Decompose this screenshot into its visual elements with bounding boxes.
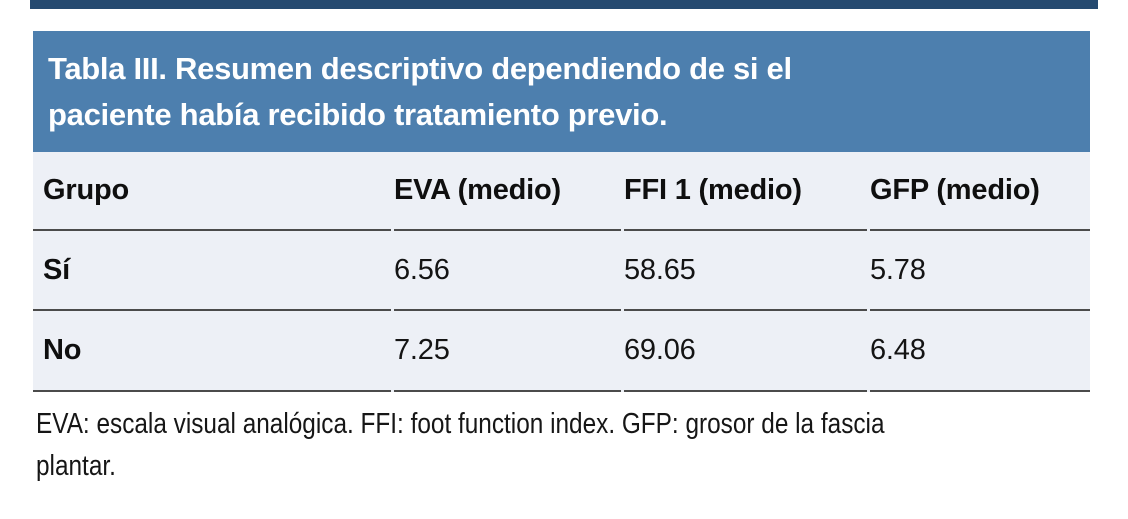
row-si-gfp-value: 5.78 [870, 231, 1090, 311]
table-title-line-1: Tabla III. Resumen descriptivo dependien… [48, 51, 792, 86]
column-header-eva: EVA (medio) [394, 152, 621, 231]
row-no-eva-value: 7.25 [394, 311, 621, 392]
row-si-label: Sí [33, 231, 391, 311]
table-card: Tabla III. Resumen descriptivo dependien… [33, 31, 1090, 487]
row-no-label: No [33, 311, 391, 392]
row-si-eva-value: 6.56 [394, 231, 621, 311]
row-no-gfp-value: 6.48 [870, 311, 1090, 392]
column-header-grupo: Grupo [33, 152, 391, 231]
footnote-line-1: EVA: escala visual analógica. FFI: foot … [36, 408, 885, 440]
row-si-ffi-value: 58.65 [624, 231, 867, 311]
top-accent-bar [30, 0, 1098, 9]
table-title-band: Tabla III. Resumen descriptivo dependien… [33, 31, 1090, 152]
row-no-ffi-value: 69.06 [624, 311, 867, 392]
footnote-line-2: plantar. [36, 450, 116, 482]
data-table: Grupo EVA (medio) FFI 1 (medio) GFP (med… [33, 152, 1090, 392]
table-footnote: EVA: escala visual analógica. FFI: foot … [36, 403, 921, 487]
column-header-ffi: FFI 1 (medio) [624, 152, 867, 231]
column-header-gfp: GFP (medio) [870, 152, 1090, 231]
table-title-line-2: paciente había recibido tratamiento prev… [48, 97, 668, 132]
